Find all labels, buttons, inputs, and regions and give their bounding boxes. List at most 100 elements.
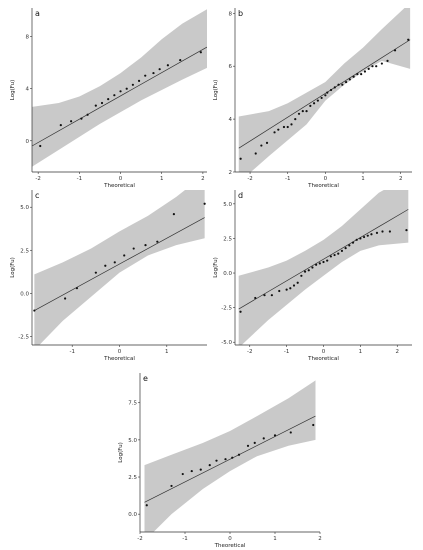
y-tick-label: 2.5 xyxy=(128,475,137,481)
x-tick-label: 0 xyxy=(228,536,232,542)
data-point-29 xyxy=(370,233,373,236)
y-tick-label: 5.0 xyxy=(223,202,232,208)
data-point-1 xyxy=(239,310,242,313)
panel-b: -2 -1 0 1 2 2 4 6 8 Theoretical Log(Fu) b xyxy=(213,8,412,189)
y-tick-label: 8 xyxy=(26,35,30,41)
data-point-32 xyxy=(375,65,378,68)
x-tick-label: 1 xyxy=(160,176,164,182)
data-point-33 xyxy=(380,62,383,65)
data-point-9 xyxy=(296,281,299,284)
x-tick-label: -1 xyxy=(69,349,74,355)
data-point-24 xyxy=(351,241,355,244)
plot-area xyxy=(238,190,409,345)
x-tick-label: -2 xyxy=(247,176,252,182)
y-tick-label: 8 xyxy=(229,11,233,17)
data-point-31 xyxy=(381,230,384,233)
plot-area xyxy=(32,9,207,167)
data-point-3 xyxy=(263,294,266,297)
data-point-13 xyxy=(311,266,314,269)
y-axis-title: Log(Fu) xyxy=(213,80,219,100)
data-point-14 xyxy=(144,74,147,77)
data-point-28 xyxy=(366,234,369,237)
data-point-5 xyxy=(199,468,202,471)
data-point-4 xyxy=(270,294,273,297)
data-point-25 xyxy=(355,238,358,241)
data-point-5 xyxy=(273,131,276,134)
data-point-5 xyxy=(278,289,281,293)
data-point-14 xyxy=(273,434,277,437)
data-point-16 xyxy=(312,423,315,427)
data-point-15 xyxy=(312,102,316,105)
data-point-35 xyxy=(393,49,397,52)
panel-letter: c xyxy=(35,191,39,200)
data-point-12 xyxy=(301,110,304,113)
data-point-26 xyxy=(352,75,355,78)
data-point-34 xyxy=(386,59,389,63)
data-point-8 xyxy=(132,247,135,250)
data-point-15 xyxy=(318,262,321,265)
x-tick-label: -2 xyxy=(247,349,252,355)
data-point-5 xyxy=(86,113,89,116)
confidence-band xyxy=(238,8,411,172)
panel-a: -2 -1 0 1 2 0 4 8 Theoretical Log(Fu) a xyxy=(10,8,207,189)
y-tick-label: 0 xyxy=(26,139,30,145)
data-point-7 xyxy=(123,254,126,257)
data-point-11 xyxy=(125,87,128,90)
data-point-25 xyxy=(348,78,351,81)
data-point-21 xyxy=(340,249,344,252)
data-point-10 xyxy=(300,274,303,277)
x-tick-label: 2 xyxy=(318,536,322,542)
reference-line xyxy=(34,217,205,311)
data-point-3 xyxy=(260,144,263,147)
data-point-7 xyxy=(282,125,286,129)
confidence-band xyxy=(32,9,207,167)
data-point-6 xyxy=(277,128,280,131)
x-tick-label: -2 xyxy=(35,176,40,182)
data-point-12 xyxy=(307,269,310,272)
x-axis-title: Theoretical xyxy=(307,356,339,362)
data-point-11 xyxy=(246,444,250,447)
data-point-26 xyxy=(359,237,362,240)
data-point-8 xyxy=(224,458,227,461)
x-tick-label: -1 xyxy=(182,536,187,542)
data-point-13 xyxy=(137,79,141,82)
data-point-10 xyxy=(237,453,241,456)
y-tick-label: -5.0 xyxy=(221,340,232,346)
x-tick-label: 0 xyxy=(119,176,123,182)
data-point-6 xyxy=(208,464,211,467)
data-point-2 xyxy=(170,484,173,488)
data-point-6 xyxy=(94,104,97,107)
data-point-2 xyxy=(254,296,257,300)
y-tick-label: 7.5 xyxy=(128,401,137,407)
data-point-1 xyxy=(39,144,42,148)
data-point-28 xyxy=(360,73,363,76)
y-axis-title: Log(Fu) xyxy=(10,80,16,100)
panel-letter: d xyxy=(238,191,243,200)
y-tick-label: 6 xyxy=(229,64,233,70)
data-point-16 xyxy=(158,68,161,71)
data-point-32 xyxy=(388,230,391,233)
data-point-9 xyxy=(290,123,293,126)
y-tick-label: 5.0 xyxy=(128,438,137,444)
data-point-21 xyxy=(333,86,336,89)
x-tick-label: -1 xyxy=(284,349,289,355)
data-point-11 xyxy=(172,213,175,216)
data-point-15 xyxy=(289,431,292,434)
x-tick-label: 0 xyxy=(322,349,326,355)
y-tick-label: 2 xyxy=(229,170,233,176)
data-point-12 xyxy=(203,202,206,205)
data-point-3 xyxy=(75,287,79,290)
data-point-20 xyxy=(329,88,333,92)
data-point-14 xyxy=(315,263,318,266)
plot-area xyxy=(144,380,316,532)
y-tick-label: -2.5 xyxy=(18,334,29,340)
data-point-27 xyxy=(356,73,359,76)
plot-area xyxy=(33,190,206,345)
panel-letter: e xyxy=(143,374,148,383)
panel-letter: b xyxy=(238,9,243,18)
x-tick-label: -1 xyxy=(285,176,290,182)
panel-d: -2 -1 0 1 2 -5.0 -2.5 0.0 2.5 5.0 Theoretical Log(F… xyxy=(213,190,412,362)
reference-line xyxy=(144,415,316,503)
data-point-17 xyxy=(166,64,169,67)
y-tick-label: 5.0 xyxy=(20,205,29,211)
